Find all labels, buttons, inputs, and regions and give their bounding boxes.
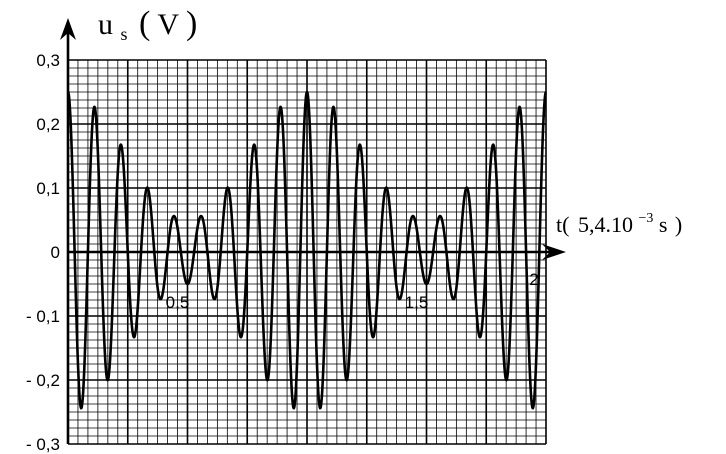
x-axis-prefix: t( bbox=[556, 212, 569, 237]
x-axis-suffix: ) bbox=[675, 212, 682, 237]
y-tick-label: 0,1 bbox=[36, 179, 60, 198]
x-tick-label: 1,5 bbox=[405, 293, 429, 312]
x-axis-exponent: −3 bbox=[638, 211, 653, 226]
x-axis-unit: s bbox=[659, 212, 668, 237]
y-tick-label: 0,3 bbox=[36, 51, 60, 70]
y-tick-label: - 0,3 bbox=[26, 435, 60, 454]
y-axis-open: ( bbox=[139, 5, 150, 42]
y-axis-symbol: u bbox=[98, 8, 113, 41]
x-tick-label: 2 bbox=[529, 270, 538, 289]
y-tick-label: - 0,2 bbox=[26, 371, 60, 390]
y-axis-title: u s ( V ) bbox=[98, 5, 197, 47]
y-tick-label: 0 bbox=[51, 243, 60, 262]
x-tick-labels: 0,5 1,5 2 bbox=[166, 270, 539, 312]
y-tick-label: 0,2 bbox=[36, 115, 60, 134]
y-axis-subscript: s bbox=[121, 24, 128, 44]
x-tick-label: 0,5 bbox=[166, 293, 190, 312]
y-tick-label: - 0,1 bbox=[26, 307, 60, 326]
y-tick-labels: 0,3 0,2 0,1 0 - 0,1 - 0,2 - 0,3 bbox=[26, 51, 60, 454]
x-axis-mantissa: 5,4.10 bbox=[578, 212, 633, 237]
y-axis-unit: V bbox=[157, 8, 179, 41]
y-axis-close: ) bbox=[186, 5, 197, 42]
signal-curve bbox=[66, 90, 548, 410]
y-axis-arrow bbox=[60, 18, 76, 40]
x-axis-arrow bbox=[542, 244, 566, 260]
x-axis-title: t( 5,4.10 −3 s ) bbox=[556, 202, 682, 237]
